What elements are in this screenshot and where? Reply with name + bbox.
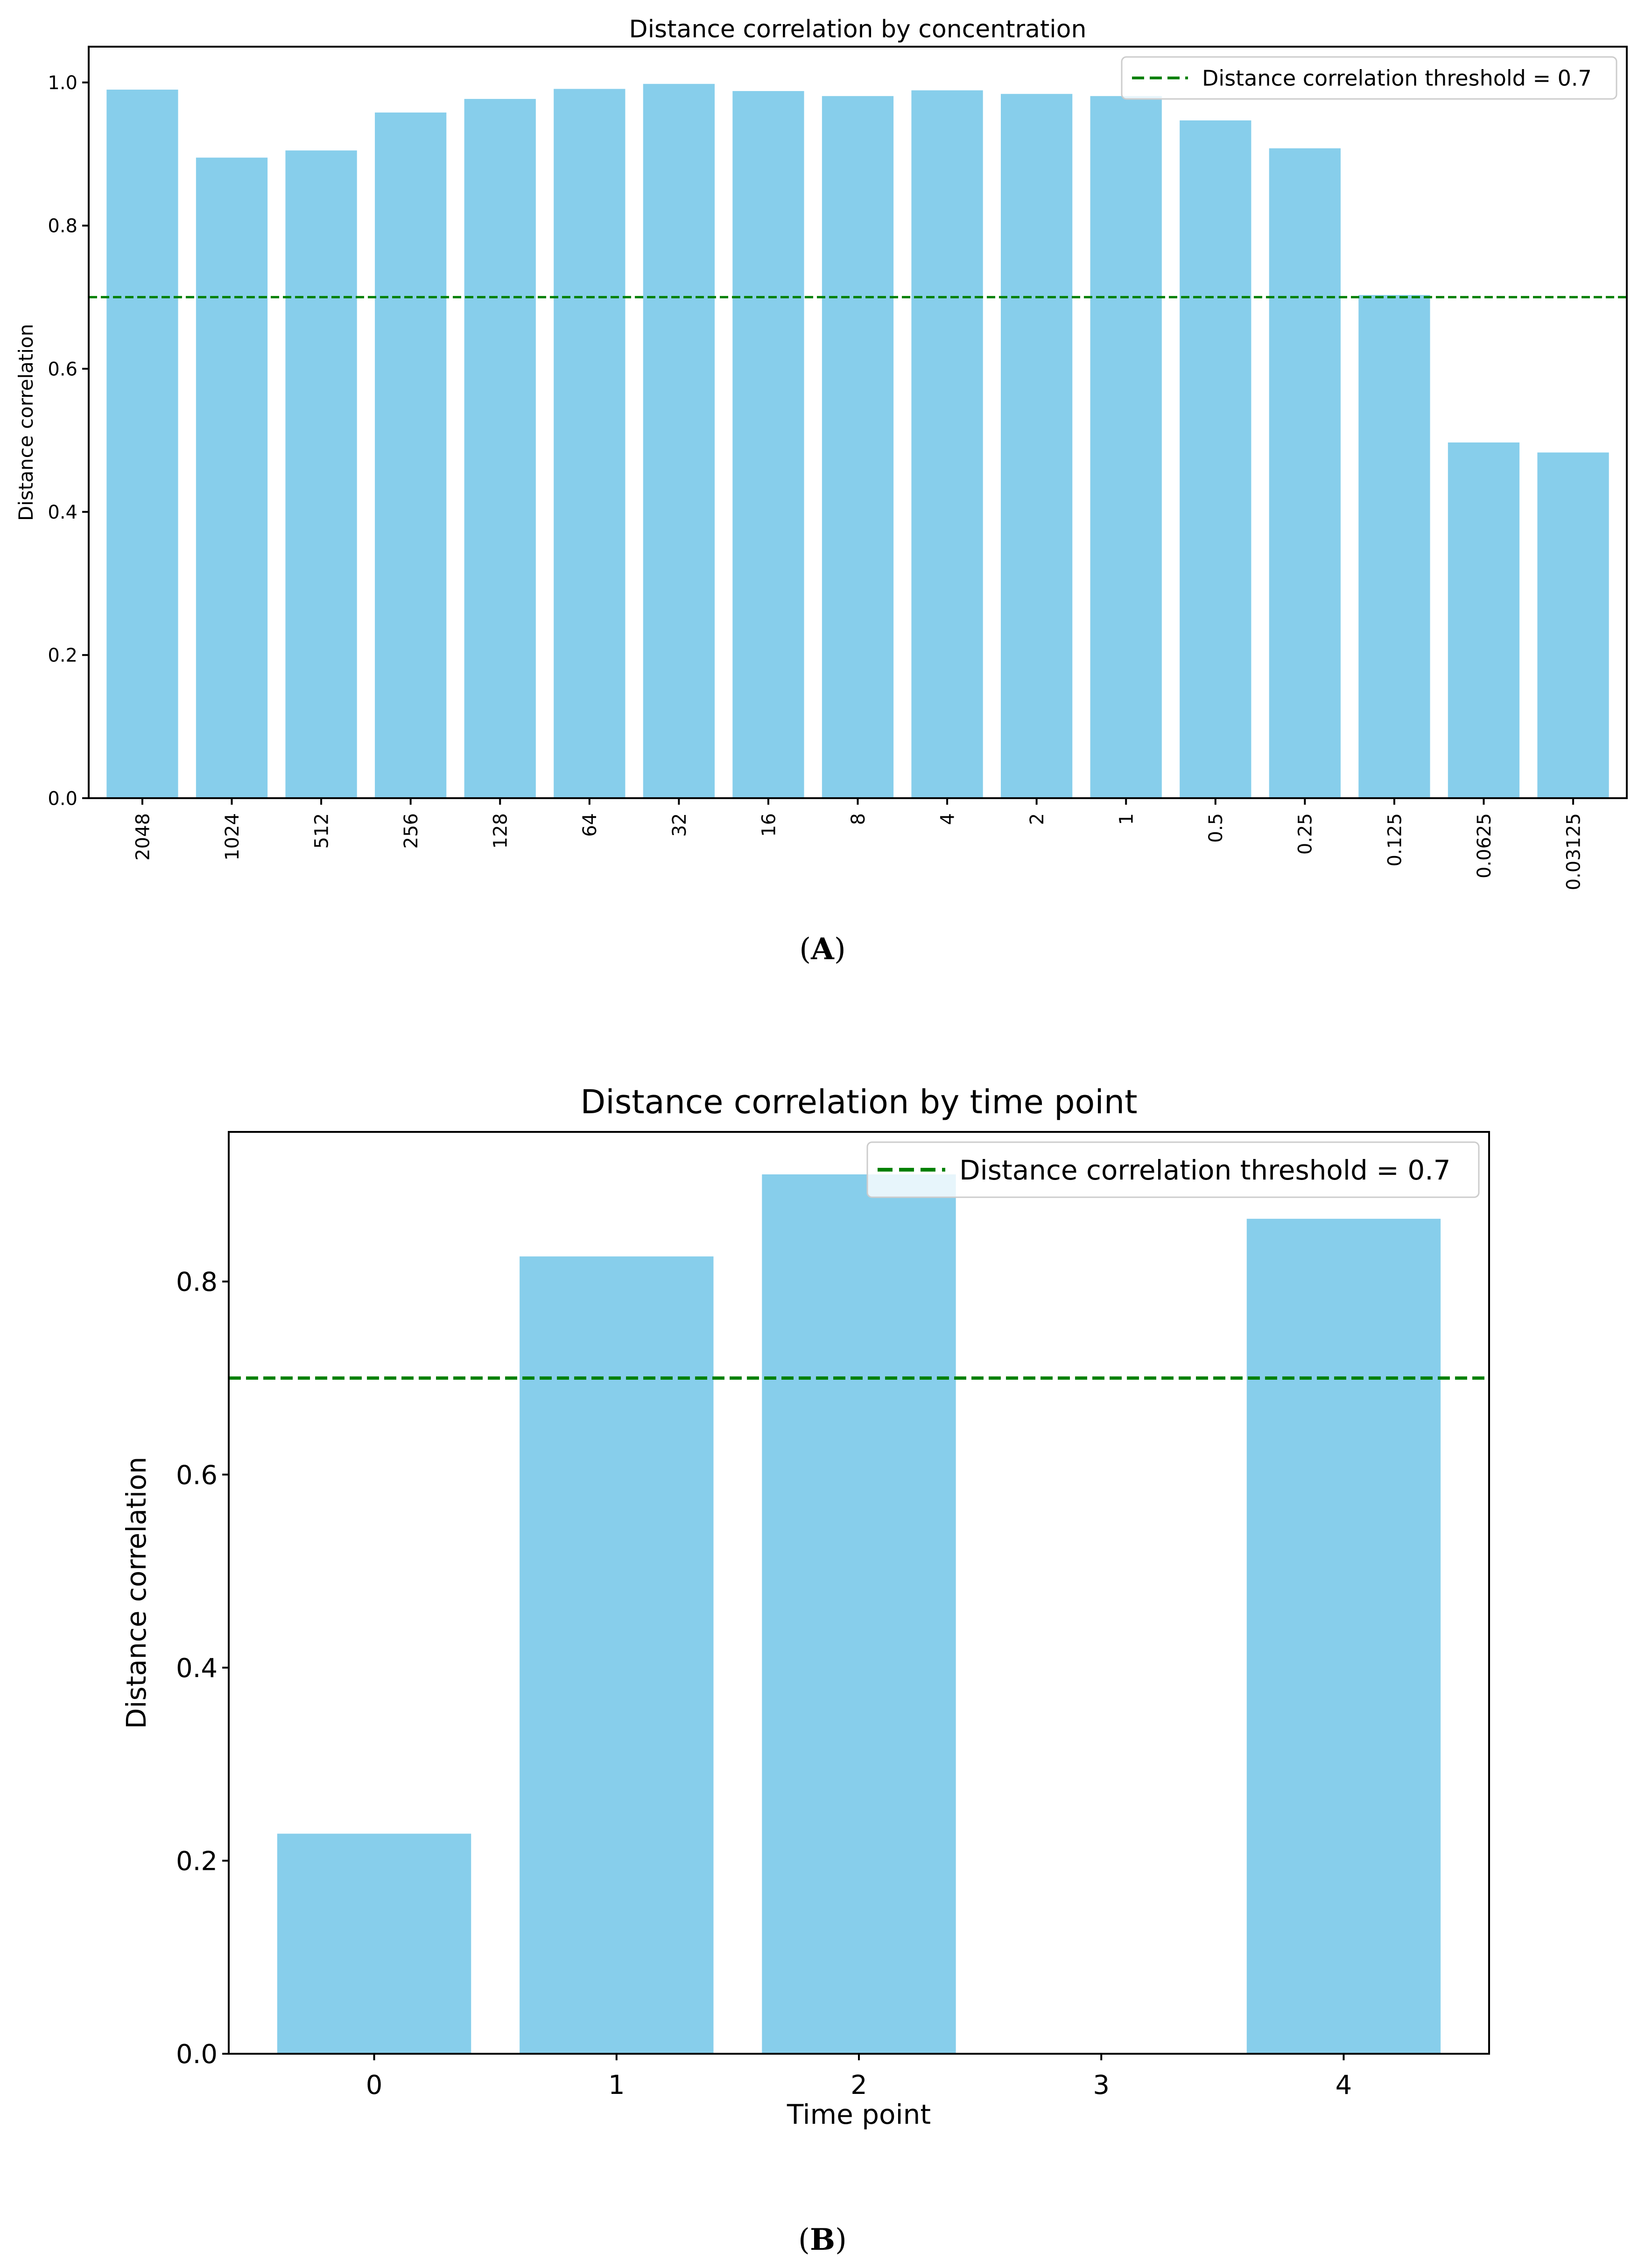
panel-b-legend-box	[866, 1141, 1480, 1198]
panel-b-xtick-label: 2	[851, 2070, 867, 2100]
panel-a-ylabel: Distance correlation	[14, 324, 37, 521]
panel-a-xtick-label: 256	[401, 813, 422, 849]
panel-a-bar-16	[732, 91, 804, 799]
panel-a-legend-box	[1121, 56, 1617, 100]
panel-b-xtick-label: 0	[366, 2070, 383, 2100]
panel-a-xtick-label: 1024	[222, 813, 243, 861]
panel-b-legend-label: Distance correlation threshold = 0.7	[959, 1154, 1451, 1186]
panel-b-xtick-label: 3	[1093, 2070, 1110, 2100]
panel-a-title: Distance correlation by concentration	[629, 15, 1087, 43]
panel-a-xtick-label: 0.125	[1384, 813, 1406, 867]
panel-a-bar-32	[643, 84, 715, 798]
panel-a-xtick-label: 2048	[132, 813, 154, 861]
panel-b-label: (B)	[798, 2222, 847, 2257]
panel-a-xtick-label: 4	[937, 813, 958, 825]
panel-a-ytick-label: 0.2	[48, 645, 77, 667]
panel-b-xtick-label: 4	[1336, 2070, 1352, 2100]
panel-a-xtick-label: 8	[848, 813, 869, 825]
panel-a-bar-256	[375, 112, 447, 799]
panel-a-legend-label: Distance correlation threshold = 0.7	[1202, 66, 1592, 91]
panel-a-bar-64	[554, 89, 626, 798]
panel-a-xtick-label: 32	[669, 813, 690, 837]
panel-b-bar-4	[1246, 1219, 1441, 2054]
panel-a-xtick-label: 2	[1026, 813, 1048, 825]
panel-a-xtick-label: 0.5	[1205, 813, 1227, 843]
panel-a-bar-4	[911, 90, 983, 799]
panel-b-xtick-label: 1	[608, 2070, 625, 2100]
panel-b-ytick-label: 0.6	[176, 1460, 218, 1490]
panel-a-bar-0.25	[1269, 148, 1341, 798]
panel-a-bar-0.03125	[1537, 452, 1609, 798]
panel-b-ytick-label: 0.4	[176, 1653, 218, 1684]
panel-a-ytick-label: 0.6	[48, 358, 77, 380]
panel-b-xlabel: Time point	[787, 2099, 931, 2130]
panel-a-ytick-label: 0.4	[48, 502, 77, 523]
panel-b-ytick-label: 0.8	[176, 1267, 218, 1298]
panel-a-xtick-label: 16	[758, 813, 780, 837]
panel-a-xtick-label: 64	[579, 813, 601, 837]
panel-a-xtick-label: 0.03125	[1563, 813, 1584, 890]
panel-b-bar-0	[277, 1833, 471, 2054]
panel-a-xtick-label: 128	[490, 813, 512, 849]
panel-a-bar-0.5	[1180, 120, 1251, 798]
panel-b-ylabel: Distance correlation	[120, 1457, 152, 1729]
panel-b-bar-1	[520, 1256, 714, 2054]
panel-a-bar-1024	[196, 157, 268, 799]
panel-a-bar-128	[464, 98, 536, 798]
panel-a-bar-2048	[106, 90, 178, 798]
panel-a-bar-1	[1090, 96, 1162, 798]
panel-b-bar-2	[762, 1174, 956, 2054]
panel-a-bar-512	[285, 150, 357, 798]
panel-a-ytick-label: 1.0	[48, 72, 77, 94]
panel-a-bar-8	[822, 96, 894, 798]
panel-a-ytick-label: 0.8	[48, 216, 77, 237]
panel-a-xtick-label: 1	[1116, 813, 1138, 825]
panel-b-ytick-label: 0.0	[176, 2039, 218, 2070]
panel-a-xtick-label: 512	[311, 813, 332, 849]
panel-a-label: (A)	[799, 932, 846, 967]
panel-b-title: Distance correlation by time point	[580, 1083, 1137, 1121]
panel-a-ytick-label: 0.0	[48, 788, 77, 809]
panel-b-ytick-label: 0.2	[176, 1847, 218, 1877]
panel-a-xtick-label: 0.25	[1295, 813, 1316, 855]
panel-a-xtick-label: 0.0625	[1474, 813, 1495, 878]
panel-a-bar-2	[1001, 94, 1073, 799]
panel-b-chart: 0.0 0.2 0.4 0.6 0.8 0 1 2 3 4 Distance correlation…	[120, 1083, 1490, 2130]
panel-a-bar-0.0625	[1448, 442, 1520, 798]
panel-a-bar-0.125	[1358, 295, 1430, 798]
